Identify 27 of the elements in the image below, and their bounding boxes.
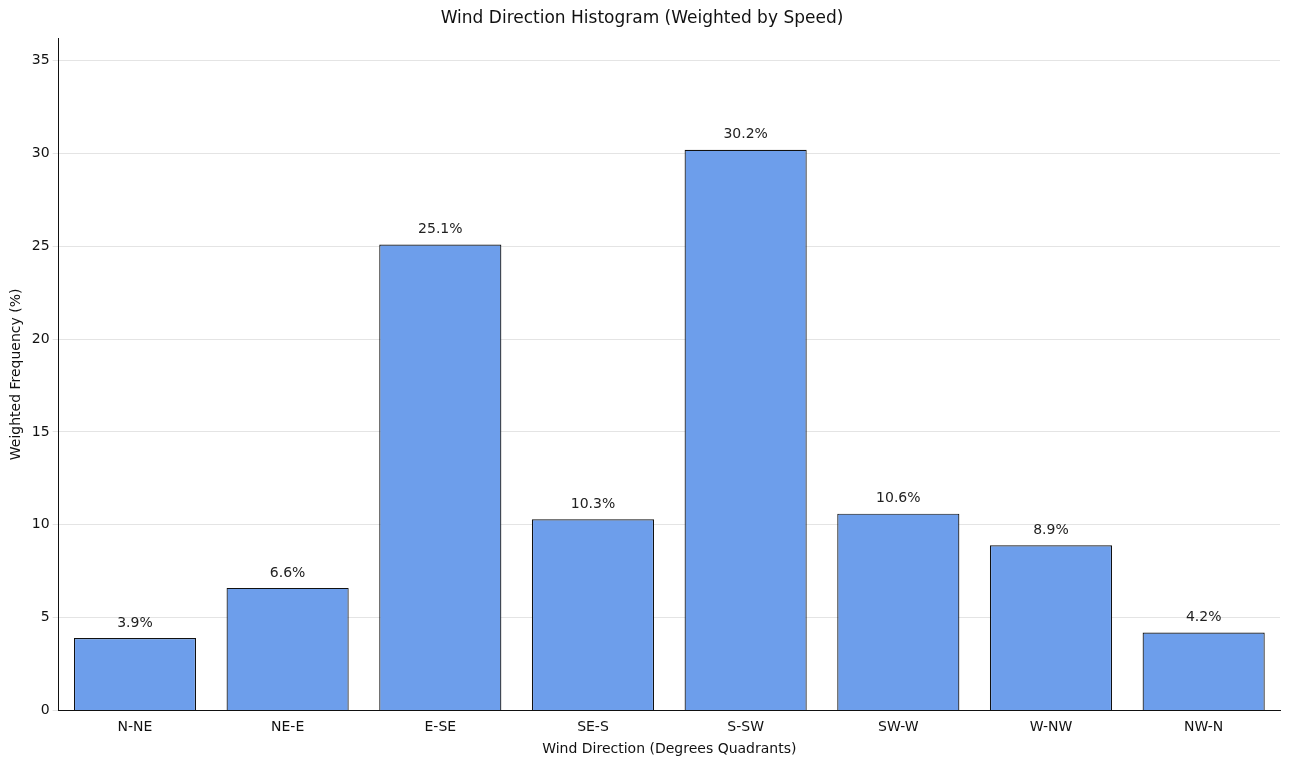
y-tick-label: 35 [31, 51, 50, 68]
x-tick-label: W-NW [1029, 718, 1073, 735]
y-tick-label: 10 [31, 515, 50, 532]
x-tick-label: NE-E [271, 718, 305, 735]
data-label: 10.3% [570, 494, 616, 511]
x-tick-label: S-SW [727, 718, 765, 735]
data-label: 8.9% [1033, 520, 1069, 537]
data-label: 10.6% [876, 489, 921, 506]
chart-title: Wind Direction Histogram (Weighted by Speed) [440, 6, 844, 27]
y-tick-label: 30 [31, 144, 50, 161]
y-tick-label: 25 [31, 236, 50, 253]
x-tick-label: N-NE [117, 718, 153, 735]
y-tick-label: 20 [31, 329, 50, 346]
x-tick-label: SE-S [577, 718, 609, 735]
data-label: 4.2% [1185, 608, 1222, 625]
y-tick-label: 5 [40, 608, 50, 625]
data-label: 30.2% [723, 125, 768, 142]
y-axis-title: Weighted Frequency (%) [7, 288, 24, 461]
y-tick-label: 0 [40, 701, 50, 718]
x-tick-label: NW-N [1184, 718, 1224, 735]
x-tick-label: SW-W [878, 718, 919, 735]
y-tick-label: 15 [31, 422, 50, 439]
x-tick-label: E-SE [424, 718, 457, 735]
data-label: 25.1% [418, 220, 463, 237]
data-label: 3.9% [117, 613, 153, 630]
data-label: 6.6% [269, 563, 306, 580]
x-axis-title: Wind Direction (Degrees Quadrants) [542, 740, 797, 757]
